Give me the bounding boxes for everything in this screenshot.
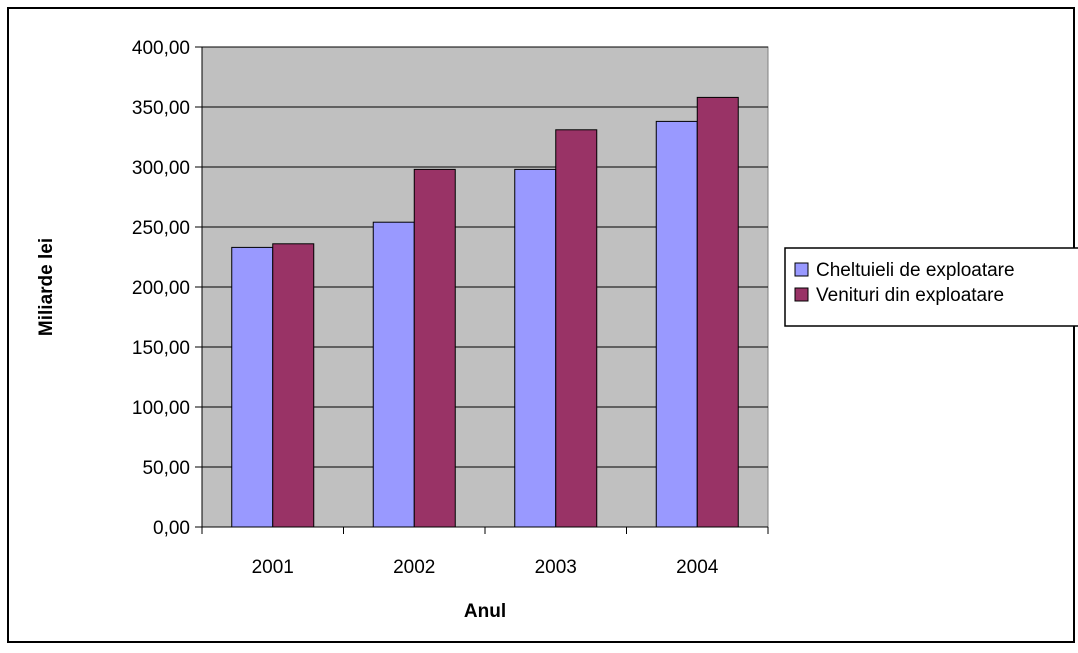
legend-box — [784, 247, 1078, 327]
y-tick-label: 0,00 — [153, 518, 190, 539]
x-tick-label: 2002 — [393, 557, 435, 578]
x-tick-label: 2003 — [535, 557, 577, 578]
legend: Cheltuieli de exploatare Venituri din exp… — [784, 247, 1078, 327]
bar — [231, 246, 274, 528]
x-tick-label: 2004 — [676, 557, 719, 578]
y-tick-label: 400,00 — [132, 38, 190, 59]
bars — [231, 96, 739, 528]
bar — [514, 168, 557, 528]
y-tick-label: 250,00 — [132, 218, 190, 239]
y-tick-label: 200,00 — [132, 278, 190, 299]
legend-swatch — [794, 262, 809, 277]
bar — [272, 243, 315, 528]
y-tick-label: 100,00 — [132, 398, 190, 419]
y-tick-labels: 0,00 50,00 100,00 150,00 200,00 250,00 300,00 3… — [132, 38, 190, 539]
legend-swatch — [794, 287, 809, 302]
y-axis-title: Miliarde lei — [36, 238, 57, 336]
y-tick-label: 350,00 — [132, 98, 190, 119]
x-tick-label: 2001 — [252, 557, 294, 578]
y-tick-label: 300,00 — [132, 158, 190, 179]
bar — [413, 168, 456, 528]
y-tick-label: 50,00 — [142, 458, 190, 479]
legend-label: Cheltuieli de exploatare — [816, 260, 1015, 281]
bar — [372, 221, 415, 528]
bar — [696, 96, 739, 528]
x-axis-title: Anul — [464, 601, 506, 622]
x-tick-labels: 2001 2002 2003 2004 — [252, 557, 719, 578]
bar — [655, 120, 698, 528]
axes — [195, 46, 769, 534]
legend-label: Venituri din exploatare — [816, 285, 1004, 306]
bar — [555, 129, 598, 528]
y-tick-label: 150,00 — [132, 338, 190, 359]
